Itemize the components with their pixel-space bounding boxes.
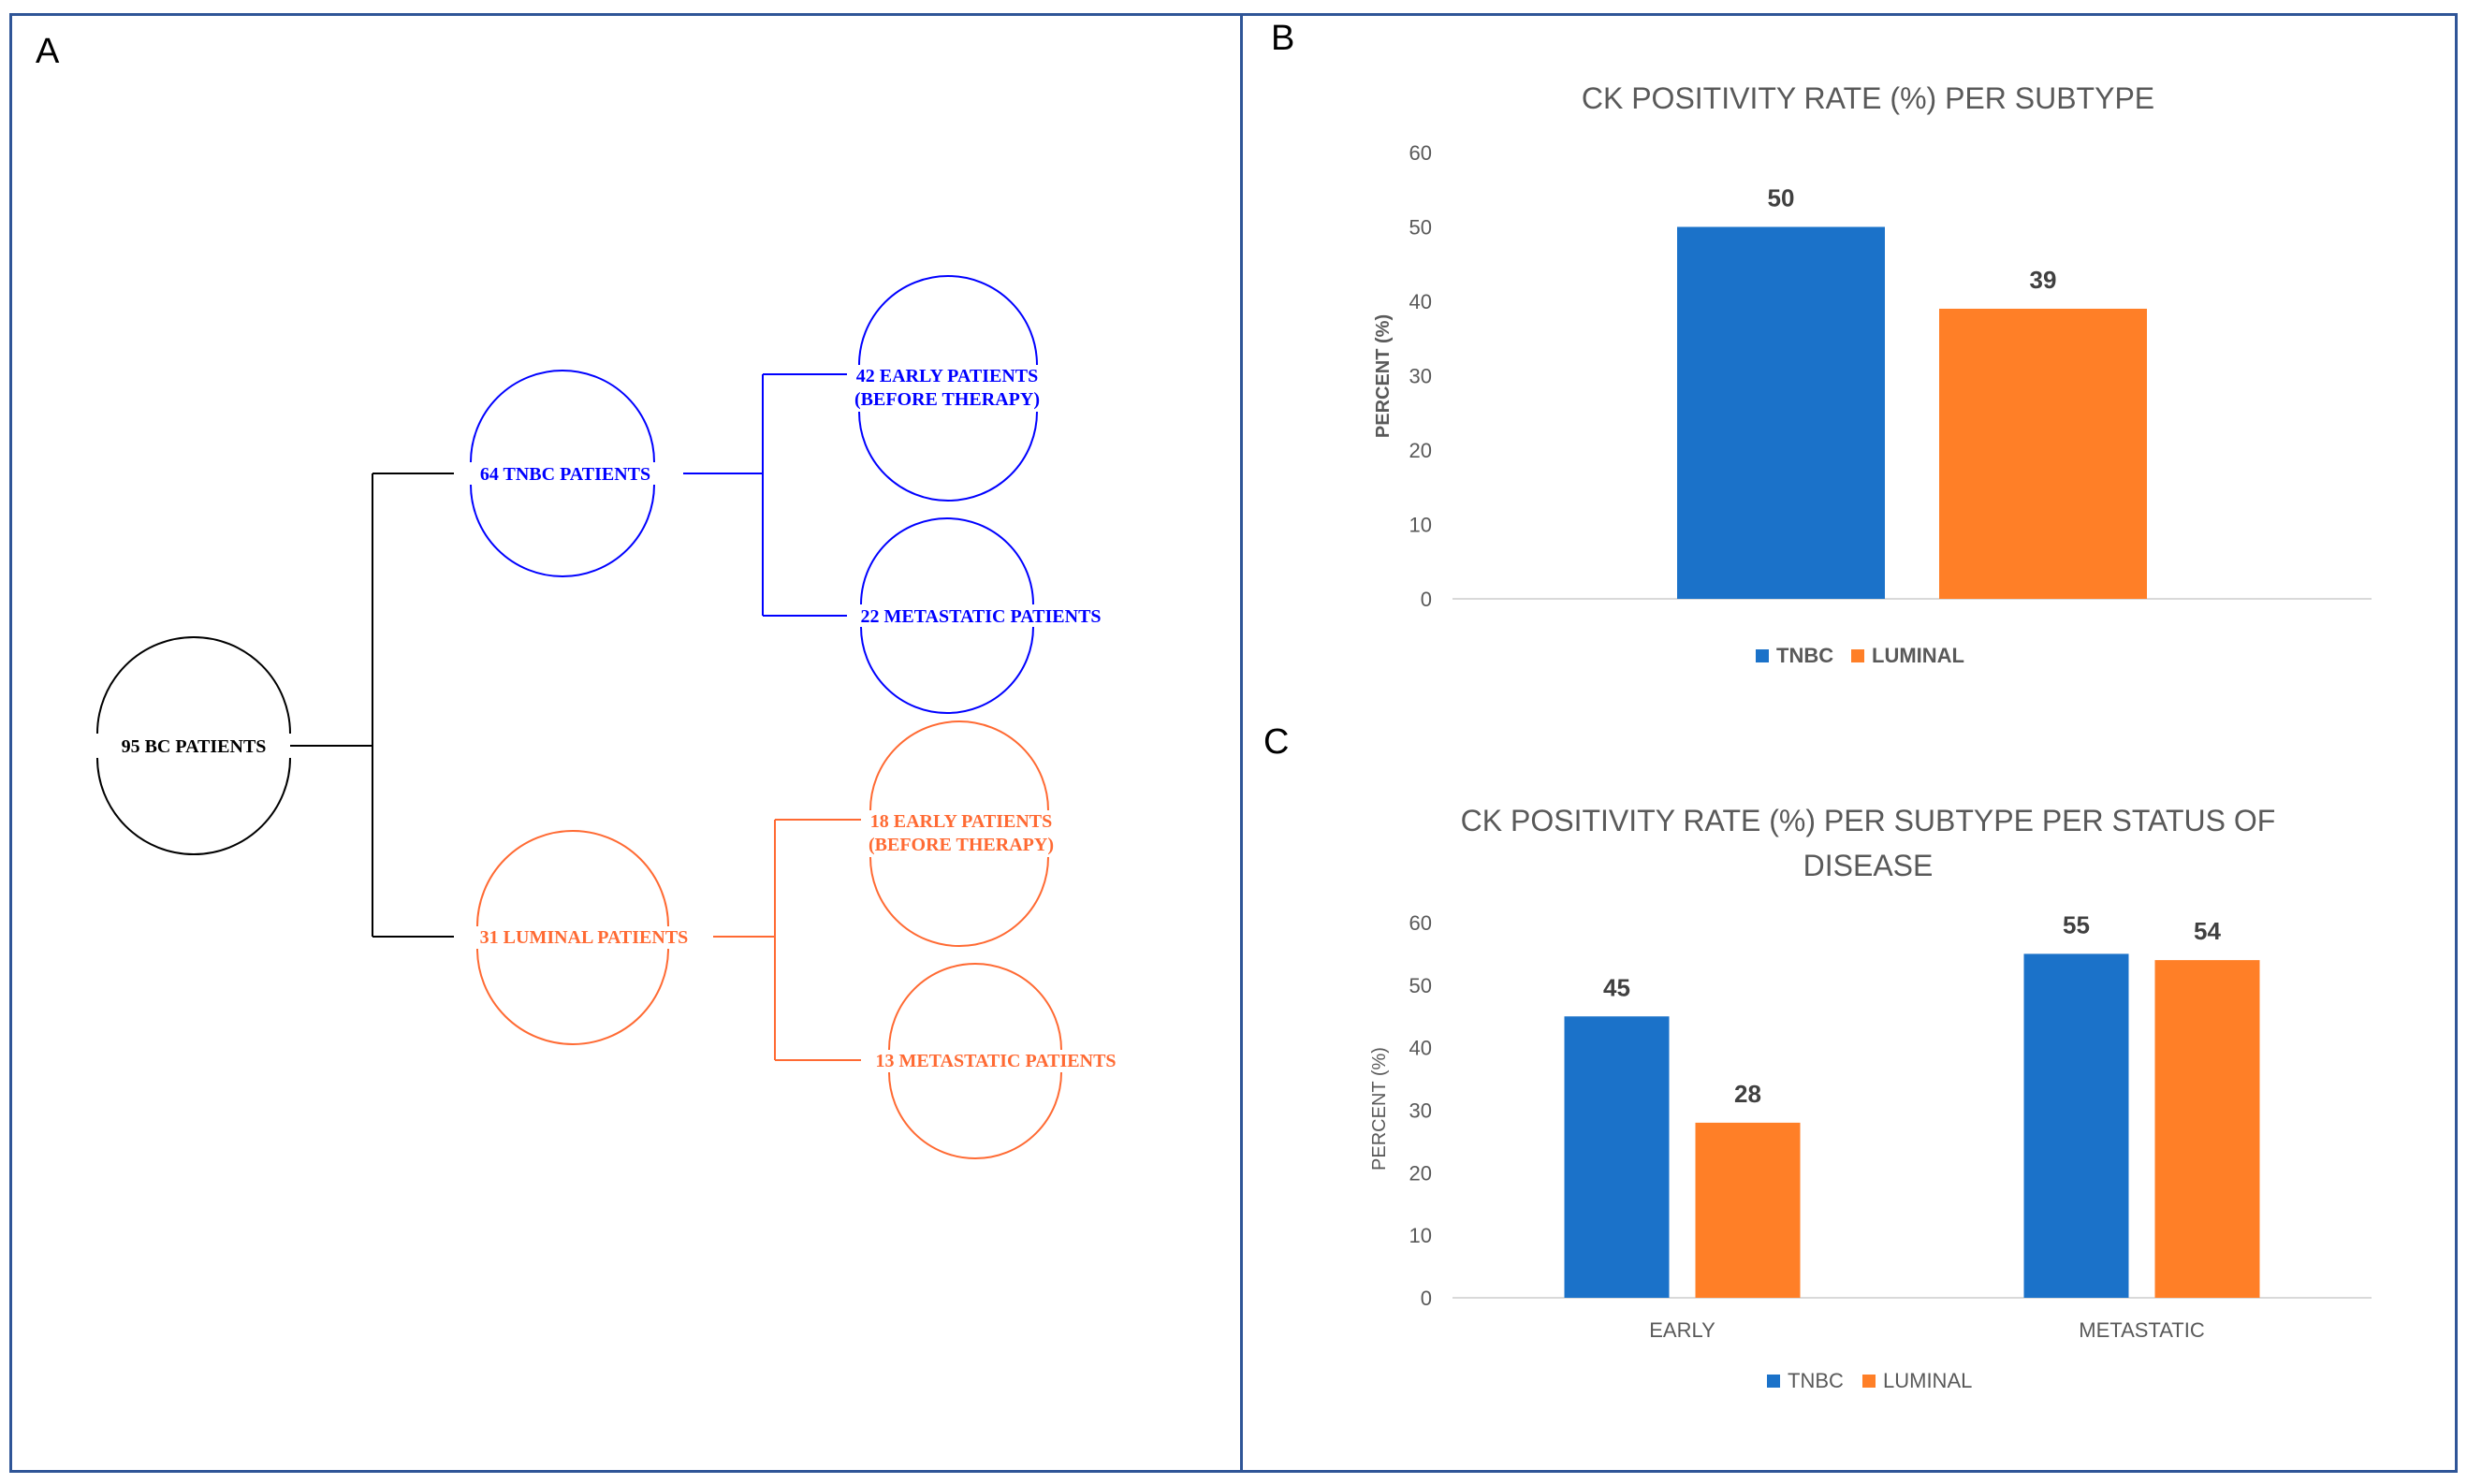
chart-c-title-line1: CK POSITIVITY RATE (%) PER SUBTYPE PER S…	[1461, 804, 2276, 837]
tnbc-meta-node-circle	[860, 517, 1034, 714]
tnbc-early-node-label-line2: (BEFORE THERAPY)	[854, 389, 1040, 410]
chart-b-ytick: 0	[1421, 588, 1432, 611]
chart-c-legend-swatch-luminal	[1862, 1375, 1876, 1388]
chart-b: CK POSITIVITY RATE (%) PER SUBTYPE PERCE…	[1373, 81, 2372, 667]
chart-c-ytick: 50	[1409, 974, 1432, 997]
chart-b-ytick: 40	[1409, 290, 1432, 313]
chart-b-legend-label-tnbc: TNBC	[1776, 644, 1833, 667]
chart-b-ylabel: PERCENT (%)	[1373, 314, 1394, 438]
chart-c-title-line2: DISEASE	[1803, 849, 1934, 882]
chart-b-ytick: 10	[1409, 514, 1432, 537]
panel-c-letter: C	[1263, 722, 1290, 762]
lum-meta-node-circle	[888, 963, 1062, 1159]
luminal-node-circle	[476, 830, 669, 1045]
chart-b-ytick: 50	[1409, 216, 1432, 240]
luminal-node-label: 31 LUMINAL PATIENTS	[480, 927, 689, 948]
lum-early-node-label-line1: 18 EARLY PATIENTS	[870, 811, 1053, 832]
chart-b-legend-label-luminal: LUMINAL	[1872, 644, 1964, 667]
chart-c-bar-tnbc	[2023, 953, 2129, 1298]
chart-b-ytick: 30	[1409, 365, 1432, 388]
chart-c-bar-luminal	[1695, 1122, 1801, 1298]
chart-b-data-label: 39	[2030, 266, 2057, 294]
panel-b-letter: B	[1271, 19, 1295, 58]
lum-meta-node-label: 13 METASTATIC PATIENTS	[875, 1051, 1116, 1071]
chart-c-legend-label-luminal: LUMINAL	[1883, 1369, 1972, 1392]
chart-c-category-label: EARLY	[1649, 1318, 1715, 1342]
chart-b-bar-luminal	[1939, 308, 2147, 599]
tnbc-early-node-circle	[858, 275, 1038, 502]
panel-a-letter: A	[36, 32, 60, 71]
chart-c-data-label: 55	[2063, 910, 2090, 938]
chart-c-ytick: 10	[1409, 1224, 1432, 1247]
root-connectors	[290, 473, 454, 938]
flowchart: 95 BC PATIENTS 64 TNBC PATIENTS 42 EARLY…	[96, 275, 1117, 1159]
tnbc-connectors	[683, 373, 847, 617]
chart-b-ytick: 20	[1409, 439, 1432, 462]
chart-c-ytick: 60	[1409, 911, 1432, 935]
chart-b-legend-swatch-luminal	[1851, 649, 1864, 662]
tnbc-node-circle	[470, 370, 655, 577]
chart-b-legend: TNBC LUMINAL	[1756, 644, 1964, 667]
chart-b-title: CK POSITIVITY RATE (%) PER SUBTYPE	[1582, 81, 2154, 115]
chart-c: CK POSITIVITY RATE (%) PER SUBTYPE PER S…	[1369, 804, 2372, 1392]
chart-c-category-label: METASTATIC	[2079, 1318, 2205, 1342]
chart-c-ytick: 40	[1409, 1037, 1432, 1060]
chart-c-legend-label-tnbc: TNBC	[1788, 1369, 1844, 1392]
chart-b-data-label: 50	[1768, 184, 1795, 212]
chart-c-legend: TNBC LUMINAL	[1767, 1369, 1972, 1392]
chart-c-data-label: 54	[2194, 917, 2221, 945]
chart-c-ytick: 0	[1421, 1287, 1432, 1310]
tnbc-early-node-label-line1: 42 EARLY PATIENTS	[856, 366, 1039, 386]
panel-bc-border	[1240, 13, 2458, 1473]
chart-b-plot: 0 10 20 30 40 50 60 50 39	[1409, 141, 2372, 611]
chart-c-ytick: 20	[1409, 1161, 1432, 1185]
chart-c-bar-tnbc	[1564, 1016, 1670, 1298]
chart-c-data-label: 28	[1734, 1080, 1761, 1108]
tnbc-meta-node-label: 22 METASTATIC PATIENTS	[860, 606, 1101, 627]
tnbc-node-label: 64 TNBC PATIENTS	[480, 464, 650, 485]
chart-c-bar-luminal	[2154, 960, 2260, 1298]
chart-c-data-label: 45	[1603, 973, 1630, 1001]
chart-c-legend-swatch-tnbc	[1767, 1375, 1780, 1388]
chart-c-ylabel: PERCENT (%)	[1369, 1047, 1390, 1171]
root-node-circle	[96, 636, 291, 855]
luminal-connectors	[713, 819, 861, 1061]
chart-b-ytick: 60	[1409, 141, 1432, 165]
root-node-label: 95 BC PATIENTS	[122, 736, 267, 757]
chart-c-plot: 0 10 20 30 40 50 60 45 28 EARLY 55 54 METASTATIC	[1409, 910, 2372, 1342]
chart-b-legend-swatch-tnbc	[1756, 649, 1769, 662]
chart-c-ytick: 30	[1409, 1099, 1432, 1123]
lum-early-node-circle	[869, 720, 1049, 947]
chart-b-bar-tnbc	[1677, 226, 1885, 599]
lum-early-node-label-line2: (BEFORE THERAPY)	[869, 835, 1054, 855]
